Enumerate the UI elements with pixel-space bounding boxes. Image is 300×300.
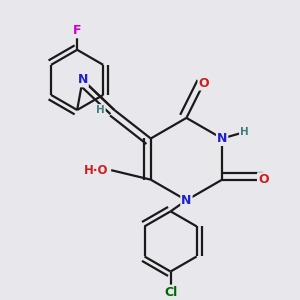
Text: O: O xyxy=(199,76,209,90)
Text: Cl: Cl xyxy=(164,286,177,298)
Text: H: H xyxy=(96,105,105,115)
Text: F: F xyxy=(73,24,81,37)
Text: H·O: H·O xyxy=(83,164,108,177)
Text: N: N xyxy=(77,74,88,86)
Text: N: N xyxy=(217,132,227,145)
Text: H: H xyxy=(240,127,249,137)
Text: N: N xyxy=(181,194,192,207)
Text: O: O xyxy=(258,173,268,186)
